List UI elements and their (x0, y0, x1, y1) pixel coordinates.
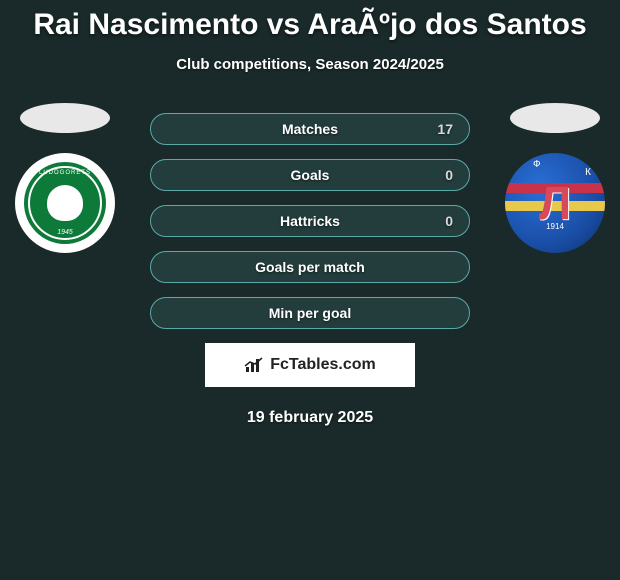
club-badge-right: Ф К Л 1914 (505, 153, 605, 253)
player-left: LUDOGORETS 1945 (15, 103, 115, 253)
stat-label: Goals per match (255, 259, 365, 275)
club-right-cyr2: К (585, 167, 591, 178)
club-right-year: 1914 (546, 222, 564, 231)
comparison-content: LUDOGORETS 1945 Ф К Л 1914 Matches 17 Go… (0, 113, 620, 427)
stat-value: 0 (445, 213, 453, 229)
player-right-avatar (510, 103, 600, 133)
stat-label: Matches (282, 121, 338, 137)
stat-label: Goals (291, 167, 330, 183)
chart-icon (244, 356, 266, 374)
player-right: Ф К Л 1914 (505, 103, 605, 253)
club-badge-left: LUDOGORETS 1945 (15, 153, 115, 253)
stat-row-hattricks: Hattricks 0 (150, 205, 470, 237)
stat-value: 17 (437, 121, 453, 137)
page-subtitle: Club competitions, Season 2024/2025 (0, 56, 620, 73)
club-right-cyr1: Ф (533, 159, 541, 170)
stat-label: Hattricks (280, 213, 340, 229)
club-left-name: LUDOGORETS (39, 170, 91, 176)
club-left-year: 1945 (57, 229, 73, 236)
stat-value: 0 (445, 167, 453, 183)
date-label: 19 february 2025 (0, 409, 620, 427)
stat-label: Min per goal (269, 305, 351, 321)
player-left-avatar (20, 103, 110, 133)
eagle-icon (47, 185, 83, 221)
stat-row-mpg: Min per goal (150, 297, 470, 329)
stat-row-gpm: Goals per match (150, 251, 470, 283)
stat-row-goals: Goals 0 (150, 159, 470, 191)
page-title: Rai Nascimento vs AraÃºjo dos Santos (0, 0, 620, 42)
brand-badge: FcTables.com (205, 343, 415, 387)
stats-table: Matches 17 Goals 0 Hattricks 0 Goals per… (150, 113, 470, 329)
brand-text: FcTables.com (270, 356, 376, 374)
stat-row-matches: Matches 17 (150, 113, 470, 145)
